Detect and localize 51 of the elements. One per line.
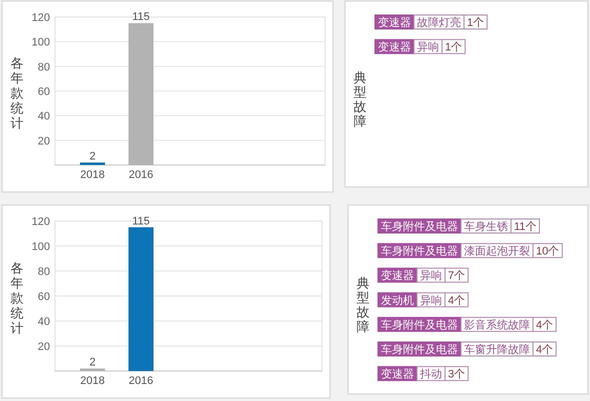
y-tick-label: 20 — [38, 135, 50, 148]
y-tick-label: 40 — [38, 316, 50, 328]
x-tick-label: 2016 — [128, 375, 154, 387]
y-tick-label: 60 — [38, 86, 50, 98]
text: 异响 — [417, 42, 439, 54]
x-tick-label: 2018 — [80, 375, 105, 387]
text: 发动机 — [381, 294, 414, 307]
text: 10个 — [536, 246, 560, 258]
text: 1个 — [467, 17, 484, 29]
text: 车身附件及电器 — [381, 244, 458, 258]
text: 车窗升降故障 — [464, 343, 530, 356]
text: 故障灯亮 — [417, 16, 461, 29]
data-label: 2 — [89, 150, 96, 163]
y-tick-label: 100 — [32, 241, 50, 253]
x-tick-label: 2018 — [80, 169, 105, 181]
text: 11个 — [514, 221, 536, 233]
y-tick-label: 120 — [32, 216, 50, 228]
y-tick-label: 100 — [32, 36, 50, 49]
text: 4个 — [536, 319, 554, 332]
text: 典型故障 — [356, 275, 370, 334]
text: 1个 — [445, 42, 462, 54]
text: 4个 — [448, 294, 466, 307]
text: 车身附件及电器 — [381, 343, 458, 356]
y-axis-title: 各年款统计 — [10, 260, 24, 336]
text: 变速器 — [381, 368, 414, 381]
text: 影音系统故障 — [464, 318, 530, 332]
y-tick-label: 120 — [32, 12, 50, 24]
x-tick-label: 2016 — [128, 169, 154, 181]
y-tick-label: 40 — [38, 110, 50, 123]
text: 变速器 — [378, 40, 411, 54]
text: 车身附件及电器 — [381, 318, 458, 332]
text: 变速器 — [378, 16, 411, 29]
text: 变速器 — [381, 269, 414, 282]
y-tick-label: 80 — [38, 266, 50, 278]
data-label: 2 — [89, 356, 96, 368]
y-tick-label: 60 — [38, 291, 50, 303]
text: 车身附件及电器 — [381, 220, 458, 233]
data-label: 115 — [132, 215, 150, 228]
text: 4个 — [536, 344, 554, 356]
text: 车身生锈 — [464, 220, 508, 233]
data-label: 115 — [132, 11, 150, 24]
text: 异响 — [420, 294, 442, 307]
text: 抖动 — [419, 368, 442, 381]
text: 7个 — [448, 270, 466, 282]
text: 漆面起泡开裂 — [464, 244, 530, 258]
text: 3个 — [448, 368, 466, 381]
text: 典型故障 — [354, 70, 366, 128]
text: 异响 — [420, 270, 442, 282]
y-tick-label: 80 — [38, 61, 50, 74]
y-axis-title: 各年款统计 — [10, 56, 24, 131]
y-tick-label: 20 — [38, 341, 50, 353]
